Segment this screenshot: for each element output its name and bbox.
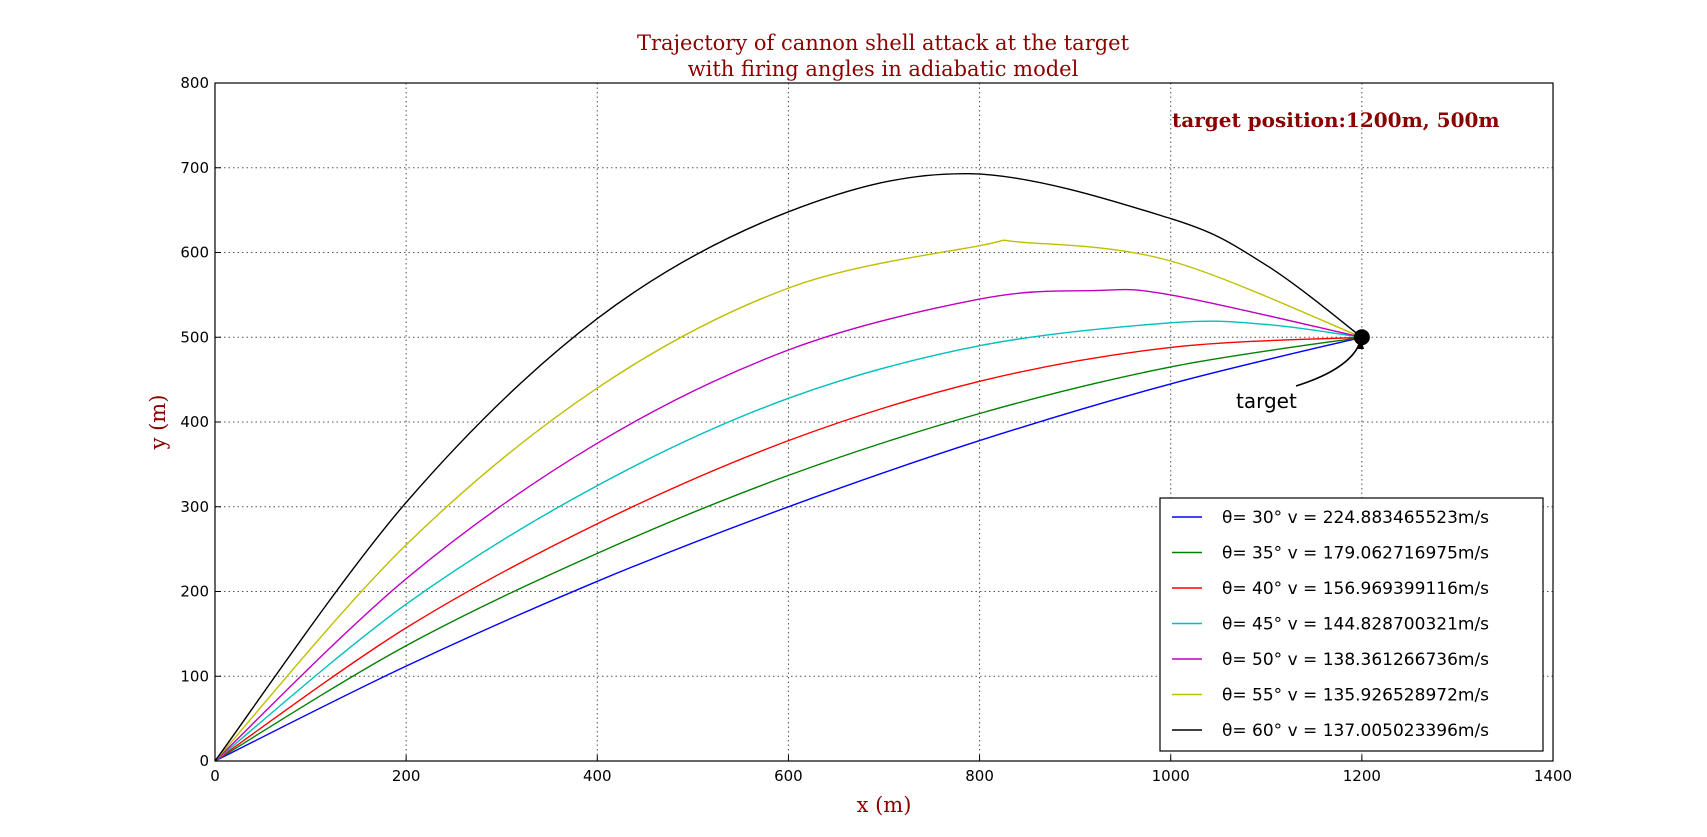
target-marker (1353, 329, 1370, 346)
x-tick-label: 200 (392, 767, 421, 785)
y-tick-label: 200 (180, 583, 209, 601)
x-axis-ticks: 0 200 400 600 800 1000 1200 1400 (210, 755, 1572, 785)
legend-label-4: θ= 45° v = 144.828700321m/s (1222, 615, 1489, 635)
y-tick-label: 300 (180, 498, 209, 516)
y-axis-label: y (m) (146, 395, 170, 451)
plot-frame (214, 82, 1554, 762)
chart-title-line2: with firing angles in adiabatic model (688, 57, 1079, 81)
legend-label-6: θ= 55° v = 135.926528972m/s (1222, 686, 1489, 706)
series-line-6 (214, 239, 1363, 762)
y-tick-label: 400 (180, 413, 209, 431)
x-tick-label: 1200 (1343, 767, 1381, 785)
x-tick-label: 1400 (1534, 767, 1572, 785)
series-line-4 (214, 320, 1362, 762)
series-line-1 (214, 336, 1363, 762)
legend-label-7: θ= 60° v = 137.005023396m/s (1222, 721, 1489, 741)
legend-label-3: θ= 40° v = 156.969399116m/s (1222, 579, 1489, 599)
legend: θ= 30° v = 224.883465523m/s θ= 35° v = 17… (1159, 497, 1544, 752)
legend-label-5: θ= 50° v = 138.361266736m/s (1222, 650, 1489, 670)
y-tick-label: 100 (180, 667, 209, 685)
legend-items: θ= 30° v = 224.883465523m/s θ= 35° v = 17… (1172, 508, 1489, 741)
y-tick-label: 500 (180, 328, 209, 346)
legend-frame (1159, 497, 1544, 752)
x-axis-label: x (m) (857, 793, 912, 817)
series-line-2 (214, 336, 1363, 762)
target-arrow (1295, 344, 1360, 387)
y-tick-label: 0 (199, 752, 209, 770)
series-lines (214, 172, 1363, 762)
legend-label-1: θ= 30° v = 224.883465523m/s (1222, 508, 1489, 528)
x-tick-label: 800 (965, 767, 994, 785)
target-label: target (1236, 389, 1297, 413)
y-tick-label: 700 (180, 159, 209, 177)
series-line-5 (214, 288, 1363, 762)
x-tick-label: 1000 (1152, 767, 1190, 785)
series-line-3 (214, 336, 1362, 762)
grid (215, 83, 1553, 761)
y-tick-label: 600 (180, 244, 209, 262)
x-tick-label: 600 (774, 767, 803, 785)
y-tick-label: 800 (180, 74, 209, 92)
series-line-7 (214, 172, 1363, 762)
target-position-text: target position:1200m, 500m (1172, 108, 1500, 132)
legend-label-2: θ= 35° v = 179.062716975m/s (1222, 544, 1489, 564)
chart-title-line1: Trajectory of cannon shell attack at the… (637, 31, 1130, 55)
x-tick-label: 0 (210, 767, 220, 785)
x-tick-label: 400 (583, 767, 612, 785)
y-axis-ticks: 0 100 200 300 400 500 600 700 800 (180, 74, 221, 770)
